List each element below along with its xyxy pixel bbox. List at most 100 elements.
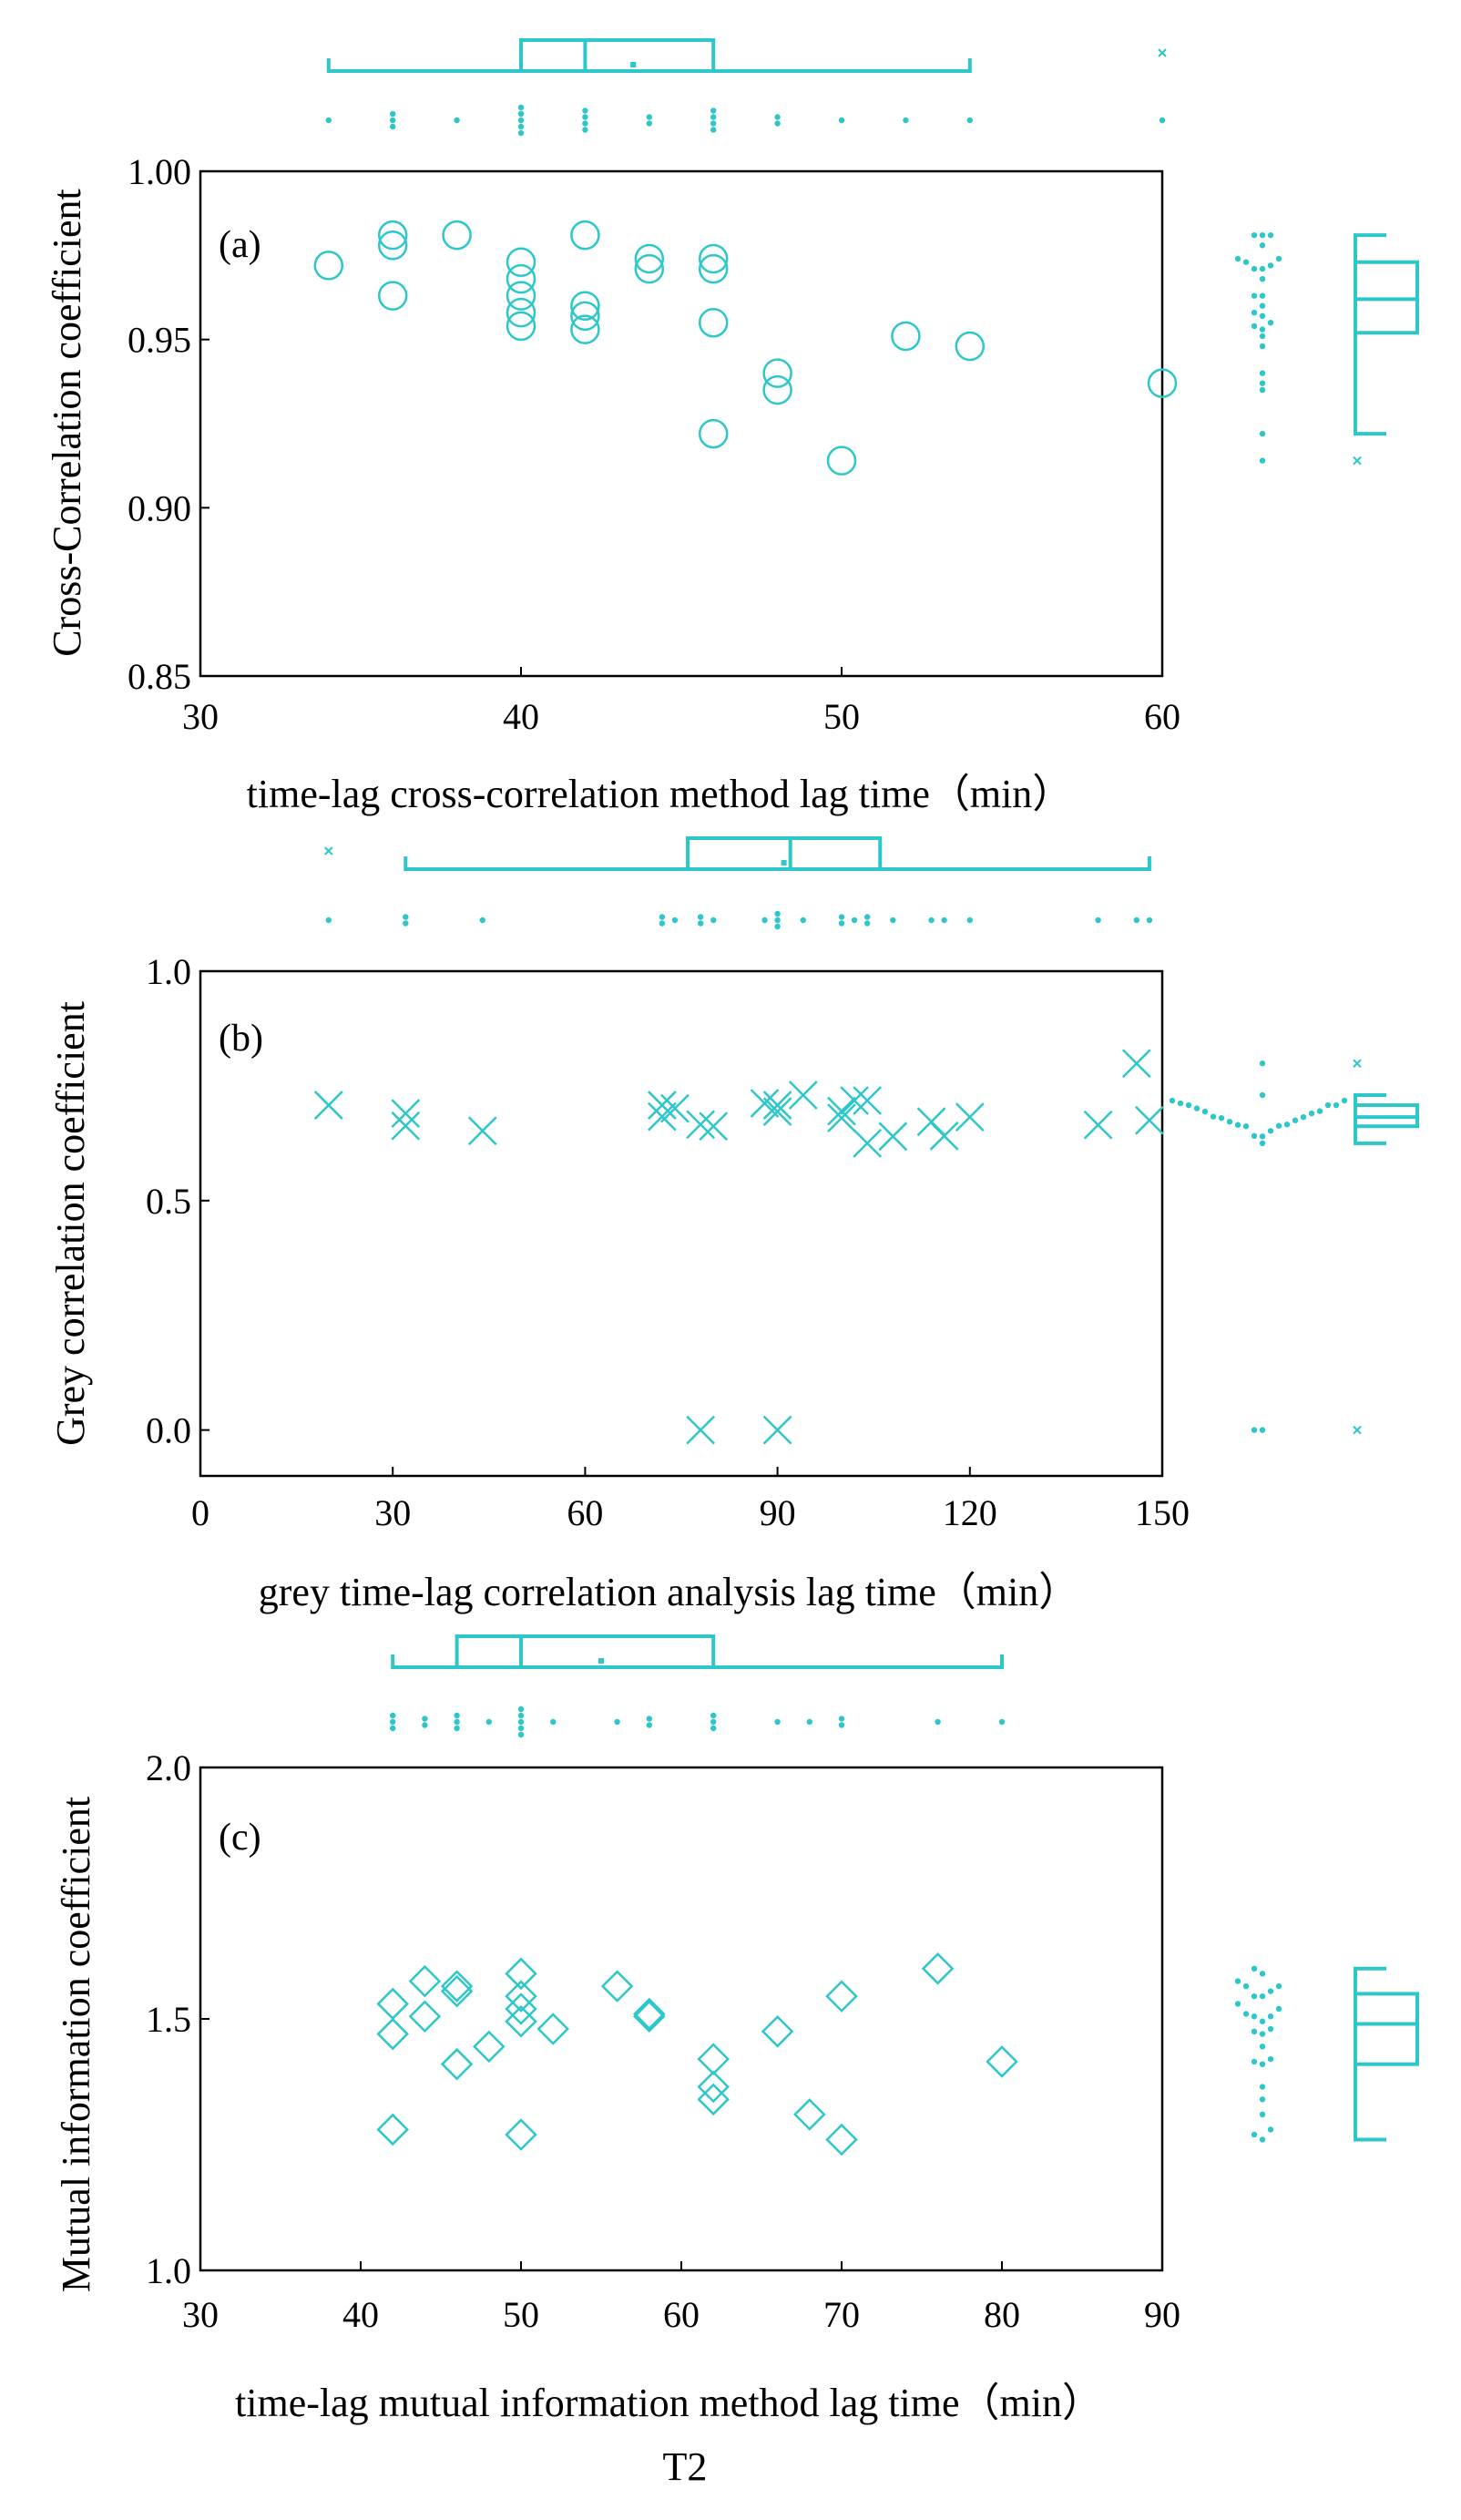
panel-c-x-strip-dot bbox=[550, 1718, 557, 1726]
panel-c-x-strip-dot bbox=[710, 1718, 717, 1726]
panel-b-x-strip-dot bbox=[403, 914, 409, 920]
panel-c-y-strip-dot bbox=[1259, 1992, 1266, 2000]
panel-b-data-point bbox=[929, 1121, 959, 1151]
panel-b-y-strip-dot bbox=[1169, 1097, 1176, 1104]
panel-c-x-strip-dot bbox=[806, 1718, 812, 1726]
panel-b-data-point bbox=[686, 1415, 716, 1445]
panel-c-x-strip-dot bbox=[390, 1725, 396, 1732]
panel-a-data-point bbox=[698, 307, 729, 338]
panel-b-data-point bbox=[762, 1415, 792, 1445]
panel-b-x-strip-dot bbox=[838, 920, 845, 927]
panel-c-y-strip-dot bbox=[1267, 2013, 1274, 2020]
panel-b-y-strip-dot bbox=[1234, 1122, 1241, 1128]
panel-a-x-outlier bbox=[1158, 48, 1167, 57]
panel-b-y-strip-dot bbox=[1201, 1108, 1209, 1115]
panel-a-x-strip-dot bbox=[582, 108, 588, 114]
panel-b-data-point bbox=[1083, 1110, 1113, 1140]
panel-c-x-box bbox=[455, 1634, 716, 1669]
panel-a-y-axis-title: Cross-Correlation coefficient bbox=[45, 189, 89, 657]
panel-a-data-point bbox=[570, 220, 600, 251]
panel-c-y-strip-dot bbox=[1234, 2001, 1241, 2007]
panel-c-y-strip-dot bbox=[1251, 2058, 1258, 2065]
panel-b-y-strip-dot bbox=[1177, 1100, 1184, 1107]
panel-a-data-point bbox=[570, 314, 600, 344]
panel-c-y-strip-dot bbox=[1275, 1982, 1282, 1990]
panel-b-data-point bbox=[750, 1089, 780, 1118]
panel-c-x-strip-dot bbox=[614, 1718, 620, 1726]
panel-a-y-strip-dot bbox=[1259, 333, 1266, 340]
panel-a-x-tick-label: 60 bbox=[1144, 696, 1180, 737]
panel-b-x-strip-dot bbox=[890, 917, 896, 924]
panel-b-y-strip-dot bbox=[1242, 1123, 1250, 1130]
panel-a-y-strip-dot bbox=[1259, 380, 1266, 386]
panel-b-y-tick-label: 1.0 bbox=[146, 951, 191, 992]
panel-a-y-strip-dot bbox=[1259, 312, 1266, 320]
panel-a-x-strip-dot bbox=[517, 117, 525, 124]
panel-b-x-tick-label: 0 bbox=[191, 1492, 209, 1533]
panel-c-y-strip-dot bbox=[1267, 2055, 1274, 2063]
panel-a-y-strip-dot bbox=[1251, 231, 1258, 239]
panel-c-x-strip-dot bbox=[646, 1716, 652, 1722]
panel-a-y-strip-dot bbox=[1259, 231, 1266, 239]
figure-footer-label: T2 bbox=[663, 2444, 708, 2489]
panel-b-x-tick-label: 60 bbox=[567, 1492, 603, 1533]
panel-c-data-point bbox=[440, 2047, 474, 2081]
panel-c-data-point bbox=[697, 2070, 730, 2104]
panel-a-y-strip-dot bbox=[1259, 242, 1266, 249]
panel-a-y-strip-dot bbox=[1251, 292, 1258, 299]
panel-a-data-point bbox=[377, 281, 408, 311]
panel-a-y-tick-label: 0.95 bbox=[128, 320, 191, 361]
panel-b-x-strip-dot bbox=[941, 917, 947, 924]
panel-c-x-strip-dot bbox=[998, 1718, 1006, 1726]
panel-b-data-point bbox=[762, 1097, 792, 1126]
panel-a-x-mean-mark bbox=[630, 62, 637, 67]
panel-a-x-strip-dot bbox=[646, 114, 652, 120]
panel-b-y-strip-dot bbox=[1324, 1101, 1332, 1109]
panel-a-y-strip-dot bbox=[1251, 309, 1258, 316]
panel-a-y-outlier bbox=[1353, 456, 1362, 466]
panel-c-x-strip-dot bbox=[454, 1718, 460, 1726]
panel-a-data-point bbox=[313, 251, 344, 281]
panel-b-x-strip-dot bbox=[659, 914, 666, 920]
panel-b-y-strip-dot bbox=[1259, 1133, 1266, 1140]
panel-c-x-strip-dot bbox=[517, 1725, 525, 1732]
panel-b-x-box bbox=[686, 836, 883, 871]
panel-b-x-strip-dot bbox=[659, 920, 666, 927]
panel-c-x-strip-dot bbox=[485, 1718, 492, 1726]
panel-a-data-point bbox=[891, 321, 921, 352]
panel-b-y-tick-label: 0.5 bbox=[146, 1181, 191, 1222]
panel-a-y-strip-dot bbox=[1259, 275, 1266, 282]
panel-a-x-tick-label: 50 bbox=[823, 696, 860, 737]
panel-c-plot-frame bbox=[199, 1766, 1164, 2272]
panel-b-data-point bbox=[840, 1086, 869, 1115]
panel-c-y-strip-dot bbox=[1267, 1988, 1274, 1994]
panel-c-x-tick-label: 80 bbox=[984, 2294, 1020, 2335]
panel-a-y-strip-dot bbox=[1242, 259, 1250, 265]
panel-c-y-strip-dot bbox=[1259, 2084, 1266, 2090]
panel-c-x-strip-dot bbox=[390, 1718, 396, 1726]
panel-b-y-strip-dot bbox=[1333, 1101, 1340, 1109]
panel-c-data-point bbox=[921, 1952, 955, 1985]
panel-b-x-strip-dot bbox=[1133, 917, 1140, 924]
panel-b-y-strip-dot bbox=[1259, 1060, 1266, 1067]
panel-a-x-strip-dot bbox=[710, 108, 717, 114]
panel-c-data-point bbox=[825, 1980, 858, 2013]
panel-a-x-strip-dot bbox=[903, 117, 909, 124]
panel-c-x-strip-dot bbox=[646, 1722, 652, 1728]
panel-c-x-tick-label: 30 bbox=[182, 2294, 219, 2335]
panel-b-x-strip-dot bbox=[1095, 917, 1101, 924]
panel-c-data-point bbox=[536, 2013, 569, 2045]
panel-b: (b) grey time-lag correlation analysis l… bbox=[48, 836, 1419, 1614]
panel-a-y-strip-dot bbox=[1275, 255, 1282, 262]
panel-a-x-axis-title: time-lag cross-correlation method lag ti… bbox=[247, 772, 1073, 816]
panel-b-y-strip-dot bbox=[1210, 1113, 1217, 1120]
panel-b-x-strip-dot bbox=[928, 917, 935, 924]
panel-a-y-strip-dot bbox=[1259, 265, 1266, 272]
panel-a-x-strip-dot bbox=[774, 120, 781, 127]
panel-b-y-strip-dot bbox=[1193, 1105, 1200, 1111]
panel-b-data-point bbox=[686, 1110, 716, 1140]
panel-c-y-strip-dot bbox=[1251, 2013, 1258, 2020]
panel-b-x-strip-dot bbox=[1146, 917, 1153, 924]
panel-c-data-point bbox=[505, 2118, 537, 2151]
panel-c-y-strip-dot bbox=[1259, 2111, 1266, 2118]
